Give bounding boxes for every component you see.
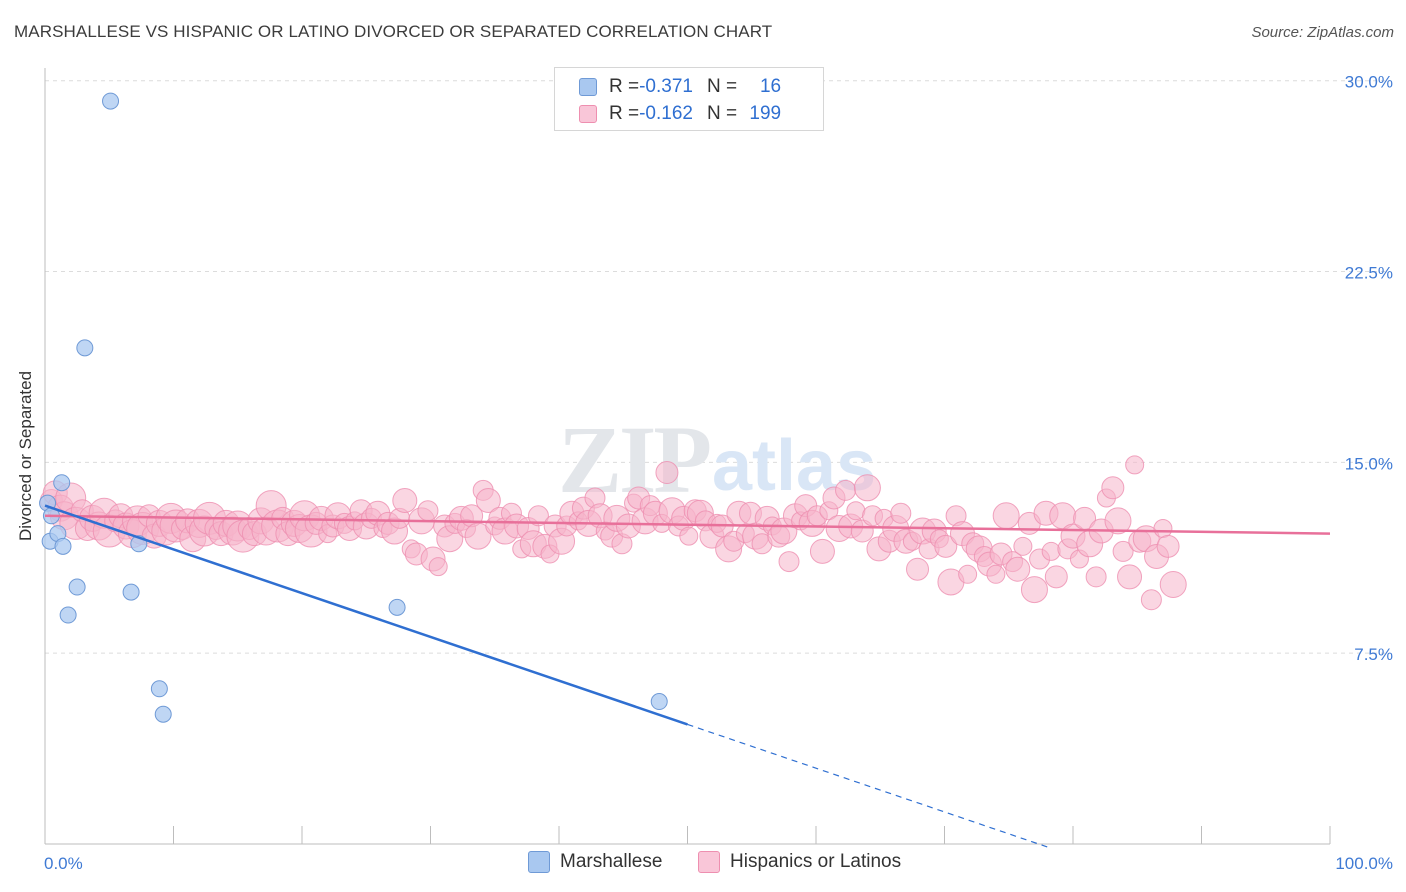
marshallese-points [39, 92, 668, 723]
x-tick-label: 0.0% [44, 854, 83, 873]
hispanic-point [906, 557, 930, 581]
hispanic-point [1020, 576, 1048, 604]
hispanic-point [850, 519, 874, 543]
source-label: Source: ZipAtlas.com [1251, 24, 1394, 41]
legend-row-hispanic: R = -0.162 N = 199 [579, 102, 781, 126]
y-tick-label: 22.5% [1345, 264, 1393, 283]
y-axis-label: Divorced or Separated [16, 370, 35, 542]
hispanic-point [853, 474, 881, 502]
hispanic-point [464, 522, 492, 550]
marshallese-swatch [579, 78, 597, 96]
y-tick-label: 30.0% [1345, 73, 1393, 92]
hispanic-swatch [698, 851, 720, 873]
legend-row-marshallese: R = -0.371 N = 16 [579, 75, 781, 99]
legend-r-value: -0.371 [639, 76, 693, 97]
grid-lines [45, 80, 1390, 654]
marshallese-point [122, 583, 140, 601]
legend-r-label: R = [609, 76, 640, 97]
legend-n-value: 16 [759, 76, 782, 97]
hispanic-point [1117, 564, 1143, 590]
hispanic-point [1112, 540, 1134, 562]
hispanic-points [39, 455, 1187, 611]
y-tick-label: 15.0% [1345, 454, 1393, 473]
legend-n-label: N = [706, 103, 738, 124]
hispanic-point [1085, 566, 1107, 588]
hispanic-point [1041, 541, 1061, 561]
hispanic-point [1104, 507, 1132, 535]
hispanic-swatch [579, 105, 597, 123]
marshallese-point [76, 339, 94, 357]
hispanic-point [527, 505, 549, 527]
hispanic-point [1156, 534, 1180, 558]
hispanic-point [1153, 519, 1173, 539]
bottom-legend-label: Hispanics or Latinos [730, 851, 902, 872]
hispanic-point [835, 479, 857, 501]
stats-legend: R = -0.371 N = 16 R = -0.162 N = 199 [554, 67, 824, 131]
marshallese-point [102, 92, 120, 110]
hispanic-point [392, 488, 418, 514]
hispanic-point [1044, 565, 1068, 589]
marshallese-point [53, 474, 71, 492]
hispanic-point [475, 488, 501, 514]
marshallese-point [54, 537, 72, 555]
legend-r-value: -0.162 [639, 103, 693, 124]
marshallese-swatch [528, 851, 550, 873]
y-tick-label: 7.5% [1354, 645, 1393, 664]
bottom-legend-hispanic: Hispanics or Latinos [698, 851, 901, 873]
hispanic-point [890, 502, 912, 524]
x-tick-label: 100.0% [1335, 854, 1393, 873]
hispanic-point [655, 461, 679, 485]
hispanic-point [1125, 455, 1145, 475]
marshallese-point [68, 578, 86, 596]
bottom-legend-label: Marshallese [560, 851, 663, 872]
marshallese-trend-extension [687, 723, 1048, 848]
marshallese-trend-line [44, 504, 688, 726]
hispanic-point [778, 551, 800, 573]
hispanic-point [1159, 570, 1187, 598]
hispanic-point [958, 564, 978, 584]
legend-r-label: R = [609, 103, 640, 124]
marshallese-point [650, 693, 668, 711]
hispanic-point [1101, 476, 1125, 500]
hispanic-point [428, 557, 448, 577]
chart-title: MARSHALLESE VS HISPANIC OR LATINO DIVORC… [14, 22, 773, 41]
hispanic-trend-line [44, 514, 1331, 535]
marshallese-point [388, 598, 406, 616]
tick-labels: 7.5% 15.0% 22.5% 30.0% 0.0% 100.0% [44, 73, 1393, 873]
marshallese-point [150, 680, 168, 698]
hispanic-point [417, 500, 439, 522]
marshallese-point [154, 705, 172, 723]
hispanic-point [986, 564, 1006, 584]
hispanic-point [1005, 556, 1031, 582]
hispanic-point [1013, 536, 1033, 556]
hispanic-point [934, 534, 958, 558]
hispanic-point [679, 526, 699, 546]
hispanic-point [1140, 589, 1162, 611]
trend-lines [44, 504, 1331, 848]
axes [44, 68, 1331, 845]
hispanic-point [809, 538, 835, 564]
legend-n-value: 199 [749, 103, 782, 124]
marshallese-point [59, 606, 77, 624]
legend-n-label: N = [706, 76, 738, 97]
bottom-legend-marshallese: Marshallese [528, 851, 662, 873]
hispanic-point [992, 502, 1020, 530]
